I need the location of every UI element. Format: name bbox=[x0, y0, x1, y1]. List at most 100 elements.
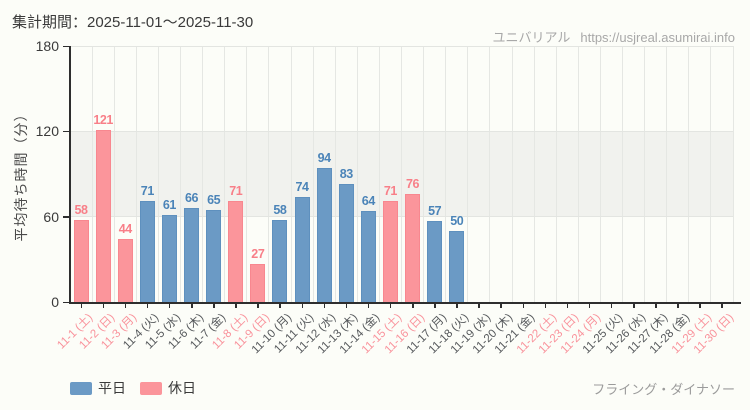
bar bbox=[184, 208, 200, 302]
bar bbox=[95, 129, 111, 302]
y-tick-label: 120 bbox=[35, 123, 59, 140]
grid-line-vertical bbox=[378, 46, 380, 302]
grid-line-vertical bbox=[423, 46, 425, 302]
grid-line-vertical bbox=[180, 46, 181, 302]
bar-value-label: 65 bbox=[207, 192, 221, 207]
bar-value-label: 76 bbox=[405, 176, 420, 191]
aggregation-period-label: 集計期間：2025-11-01～2025-11-30 bbox=[12, 14, 254, 31]
x-axis-tick bbox=[146, 304, 149, 308]
x-axis-tick bbox=[80, 304, 83, 308]
chart-legend: 平日 休日 bbox=[70, 378, 196, 398]
grid-line-vertical bbox=[666, 46, 668, 302]
bar bbox=[382, 201, 398, 302]
bar bbox=[316, 168, 332, 302]
grid-line-vertical bbox=[732, 46, 734, 302]
bar bbox=[449, 230, 465, 302]
bar-value-label: 71 bbox=[383, 184, 398, 199]
x-axis-tick bbox=[124, 304, 127, 308]
grid-line-vertical bbox=[224, 46, 226, 302]
x-axis-tick bbox=[633, 304, 635, 308]
bar bbox=[405, 193, 421, 302]
bar-value-label: 44 bbox=[118, 222, 133, 237]
grid-line-vertical bbox=[622, 46, 623, 302]
x-axis-tick bbox=[367, 304, 370, 308]
x-axis-tick bbox=[610, 304, 613, 308]
x-axis-tick bbox=[412, 304, 414, 308]
holiday-color-swatch bbox=[140, 381, 162, 395]
x-axis-tick bbox=[301, 304, 304, 308]
grid-line-vertical bbox=[334, 46, 336, 302]
bar bbox=[117, 239, 133, 302]
x-axis bbox=[69, 302, 741, 304]
legend-label-holiday: 休日 bbox=[168, 380, 196, 396]
bar bbox=[272, 219, 288, 302]
bar-value-label: 66 bbox=[184, 191, 199, 206]
grid-line-vertical bbox=[644, 46, 646, 302]
y-tick-label: 60 bbox=[43, 208, 59, 225]
bar-value-label: 57 bbox=[428, 203, 442, 218]
x-axis-tick bbox=[434, 304, 436, 308]
grid-line-vertical bbox=[533, 46, 535, 302]
bar bbox=[139, 201, 155, 302]
grid-line-vertical bbox=[445, 46, 447, 302]
x-axis-tick bbox=[588, 304, 591, 308]
bar bbox=[228, 201, 244, 302]
x-axis-tick bbox=[522, 304, 525, 308]
grid-line-vertical bbox=[356, 46, 358, 302]
x-axis-tick bbox=[456, 304, 458, 308]
x-axis-tick bbox=[235, 304, 237, 308]
x-axis-tick bbox=[478, 304, 480, 308]
bar-value-label: 94 bbox=[317, 151, 332, 166]
x-axis-tick bbox=[279, 304, 281, 308]
grid-line-vertical bbox=[467, 46, 469, 302]
bar-value-label: 74 bbox=[295, 179, 309, 194]
x-axis-tick bbox=[699, 304, 701, 308]
grid-line-vertical bbox=[157, 46, 159, 302]
x-axis-tick bbox=[191, 304, 193, 308]
grid-line-vertical bbox=[113, 46, 115, 302]
bar-value-label: 121 bbox=[93, 112, 113, 127]
bar-value-label: 64 bbox=[361, 193, 376, 208]
grid-line-vertical bbox=[202, 46, 204, 302]
y-axis-tick bbox=[63, 130, 69, 133]
x-axis-tick bbox=[345, 304, 348, 308]
bar-value-label: 50 bbox=[450, 213, 464, 228]
grid-line-vertical bbox=[555, 46, 557, 302]
bar bbox=[360, 210, 376, 302]
y-tick-label: 0 bbox=[51, 294, 59, 310]
bar bbox=[73, 219, 89, 302]
legend-item-holiday[interactable]: 休日 bbox=[140, 378, 196, 398]
x-axis-tick bbox=[655, 304, 657, 308]
x-axis-tick bbox=[721, 304, 723, 308]
grid-line-vertical bbox=[577, 46, 579, 302]
y-axis-tick bbox=[63, 216, 69, 218]
site-url: https://usjreal.asumirai.info bbox=[580, 30, 735, 45]
x-axis-tick bbox=[389, 304, 392, 308]
grid-line-vertical bbox=[688, 46, 690, 302]
x-axis-tick bbox=[168, 304, 171, 308]
bar-value-label: 61 bbox=[162, 198, 177, 213]
grid-line-vertical bbox=[401, 46, 402, 302]
x-axis-tick bbox=[102, 304, 105, 308]
x-axis-tick bbox=[500, 304, 502, 308]
bar bbox=[427, 220, 443, 302]
x-axis-tick bbox=[566, 304, 569, 308]
bar bbox=[294, 196, 310, 302]
legend-item-weekday[interactable]: 平日 bbox=[70, 378, 126, 398]
bar bbox=[161, 215, 177, 302]
bar-value-label: 71 bbox=[140, 184, 155, 199]
x-axis-tick bbox=[544, 304, 547, 308]
grid-line-vertical bbox=[312, 46, 314, 302]
grid-line-vertical bbox=[135, 46, 137, 302]
x-axis-tick bbox=[677, 304, 679, 308]
grid-line-vertical bbox=[489, 46, 491, 302]
y-axis-tick bbox=[63, 45, 69, 47]
bar bbox=[250, 263, 266, 302]
weekday-color-swatch bbox=[70, 381, 92, 395]
y-axis-tick bbox=[63, 301, 69, 303]
bar-value-label: 58 bbox=[74, 202, 88, 217]
grid-line-vertical bbox=[91, 46, 93, 302]
attraction-name-label: フライング・ダイナソー bbox=[592, 382, 735, 397]
site-credit: ユニバリアル https://usjreal.asumirai.info bbox=[493, 27, 736, 46]
